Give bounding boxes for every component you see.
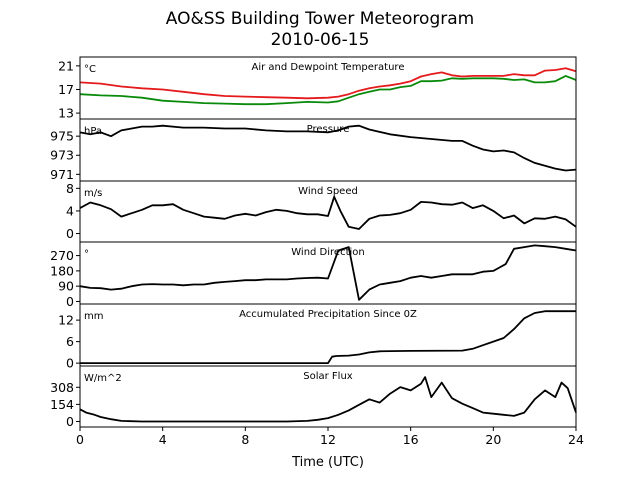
panel-3-ytick-label: 180: [50, 263, 74, 278]
panel-0-title: Air and Dewpoint Temperature: [252, 62, 405, 73]
x-axis: 0 4 8 12 16 20 24: [76, 427, 584, 447]
panel-0: 13 17 21 °C Air and Dewpoint Temperature: [58, 56, 577, 121]
panel-5-title: Solar Flux: [303, 371, 353, 382]
panel-0-unit: °C: [84, 64, 96, 75]
panel-3-series-0: [79, 244, 577, 301]
panel-2-ytick-label: 8: [66, 181, 74, 196]
panel-1-ytick-label: 973: [50, 148, 74, 163]
x-tick-label: 0: [76, 432, 84, 447]
panel-5-unit: W/m^2: [84, 373, 122, 384]
panel-4-unit: mm: [84, 311, 103, 322]
panel-1-title: Pressure: [307, 124, 350, 135]
panel-1: 971 973 975 hPa Pressure: [50, 118, 577, 182]
panel-5-ytick-label: 154: [50, 397, 74, 412]
panel-0-ytick-label: 21: [58, 58, 74, 73]
figure-subtitle: 2010-06-15: [271, 30, 370, 50]
panel-5-series-0: [79, 376, 577, 423]
panel-2-ytick-label: 0: [66, 226, 74, 241]
x-tick-label: 8: [241, 432, 249, 447]
panel-2-unit: m/s: [84, 188, 102, 199]
panel-3-ytick-label: 0: [66, 294, 74, 309]
x-tick-label: 20: [485, 432, 501, 447]
panel-5-ytick-label: 0: [66, 414, 74, 429]
x-tick-label: 24: [568, 432, 584, 447]
panel-5-ytick-label: 308: [50, 380, 74, 395]
panel-4-ytick-label: 0: [66, 356, 74, 371]
panel-2-title: Wind Speed: [298, 186, 358, 197]
panel-1-ytick-label: 971: [50, 167, 74, 182]
x-tick-label: 4: [159, 432, 167, 447]
panel-5: 0 154 308 W/m^2 Solar Flux: [50, 365, 577, 429]
panel-2-ytick-label: 4: [66, 203, 74, 218]
panel-3-unit: °: [84, 249, 89, 260]
panel-4-series-0: [80, 310, 576, 365]
figure-title: AO&SS Building Tower Meteorogram: [166, 9, 474, 29]
x-tick-label: 16: [403, 432, 419, 447]
panel-4: 0 6 12 mm Accumulated Precipitation Since 0Z: [58, 303, 577, 371]
panel-0-ytick-label: 13: [58, 106, 74, 121]
panel-0-series-0: [79, 67, 577, 100]
x-tick-label: 12: [320, 432, 336, 447]
panel-0-ytick-label: 17: [58, 82, 74, 97]
panel-1-ytick-label: 975: [50, 129, 74, 144]
panel-1-series-0: [79, 124, 577, 172]
panel-3-ytick-label: 90: [58, 279, 74, 294]
panel-3-title: Wind Direction: [291, 247, 365, 258]
panel-4-ytick-label: 6: [66, 334, 74, 349]
x-axis-label: Time (UTC): [291, 455, 364, 470]
panel-4-title: Accumulated Precipitation Since 0Z: [239, 309, 417, 320]
panel-1-unit: hPa: [84, 126, 102, 137]
panel-4-ytick-label: 12: [58, 313, 74, 328]
panel-0-series-1: [79, 75, 577, 106]
panel-2-series-0: [79, 195, 577, 230]
panel-2: 0 4 8 m/s Wind Speed: [66, 180, 577, 243]
panel-3-ytick-label: 270: [50, 248, 74, 263]
